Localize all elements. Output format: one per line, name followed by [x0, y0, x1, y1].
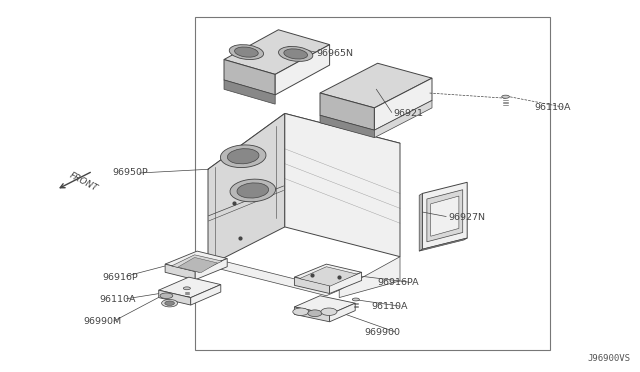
Polygon shape: [422, 182, 467, 249]
Polygon shape: [224, 30, 330, 74]
Bar: [195, 17, 550, 350]
Polygon shape: [339, 257, 400, 298]
Text: 96965N: 96965N: [317, 49, 354, 58]
Polygon shape: [374, 78, 432, 130]
Polygon shape: [165, 251, 227, 272]
Polygon shape: [320, 115, 374, 138]
Ellipse shape: [234, 47, 259, 57]
Polygon shape: [224, 80, 275, 104]
Text: 96110A: 96110A: [99, 295, 136, 304]
Polygon shape: [208, 260, 221, 273]
Text: J96900VS: J96900VS: [588, 354, 630, 363]
Polygon shape: [330, 272, 362, 294]
Polygon shape: [208, 260, 339, 296]
Ellipse shape: [292, 308, 308, 315]
Polygon shape: [195, 259, 227, 280]
Ellipse shape: [229, 45, 264, 60]
Polygon shape: [419, 238, 467, 251]
Ellipse shape: [162, 299, 178, 307]
Text: 969900: 969900: [365, 328, 401, 337]
Polygon shape: [159, 277, 221, 298]
Polygon shape: [294, 264, 362, 285]
Polygon shape: [330, 303, 355, 322]
Text: FRONT: FRONT: [67, 171, 99, 193]
Polygon shape: [294, 296, 355, 314]
Polygon shape: [419, 193, 422, 251]
Text: 96950P: 96950P: [112, 169, 148, 177]
Polygon shape: [300, 267, 357, 286]
Ellipse shape: [227, 149, 259, 164]
Polygon shape: [208, 113, 400, 199]
Ellipse shape: [308, 310, 322, 317]
Polygon shape: [431, 196, 459, 236]
Polygon shape: [159, 290, 191, 305]
Ellipse shape: [353, 298, 360, 301]
Polygon shape: [191, 285, 221, 305]
Ellipse shape: [230, 179, 276, 202]
Text: 96916P: 96916P: [102, 273, 138, 282]
Polygon shape: [294, 277, 330, 294]
Text: 96921: 96921: [394, 109, 424, 118]
Polygon shape: [224, 60, 275, 95]
Ellipse shape: [165, 301, 175, 305]
Text: 96990M: 96990M: [83, 317, 122, 326]
Ellipse shape: [502, 95, 509, 98]
Polygon shape: [294, 307, 330, 322]
Ellipse shape: [183, 287, 191, 290]
Ellipse shape: [220, 145, 266, 167]
Polygon shape: [275, 45, 330, 95]
Polygon shape: [320, 63, 432, 108]
Polygon shape: [320, 93, 374, 130]
Ellipse shape: [278, 46, 313, 61]
Polygon shape: [172, 255, 222, 272]
Polygon shape: [427, 190, 463, 242]
Text: 96110A: 96110A: [534, 103, 571, 112]
Ellipse shape: [160, 293, 173, 299]
Ellipse shape: [237, 183, 269, 198]
Polygon shape: [165, 264, 195, 280]
Ellipse shape: [284, 49, 308, 59]
Text: 96916PA: 96916PA: [378, 278, 419, 287]
Polygon shape: [374, 100, 432, 138]
Polygon shape: [178, 257, 218, 273]
Polygon shape: [208, 113, 285, 266]
Ellipse shape: [321, 308, 337, 315]
Polygon shape: [285, 113, 400, 257]
Text: 96927N: 96927N: [448, 213, 485, 222]
Text: 96110A: 96110A: [371, 302, 408, 311]
